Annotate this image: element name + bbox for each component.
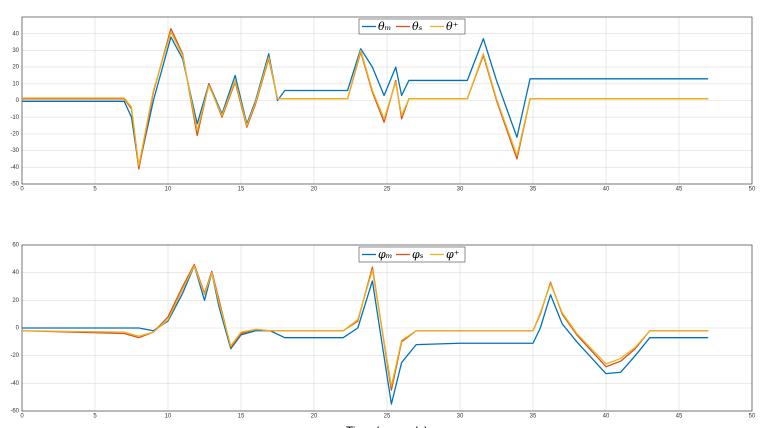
x-tick-label: 40: [603, 187, 610, 193]
y-tick-label: -20: [10, 131, 19, 137]
x-tick-label: 30: [457, 187, 464, 193]
x-tick-label: 30: [457, 414, 464, 420]
data-line: [22, 31, 709, 167]
legend: φₘ φₛ φ⁺: [358, 246, 466, 263]
y-tick-label: -50: [10, 182, 19, 188]
x-tick-label: 25: [384, 414, 391, 420]
x-tick-label: 15: [238, 414, 245, 420]
y-tick-label: -20: [10, 353, 19, 359]
y-tick-label: 40: [12, 270, 19, 276]
y-tick-label: -40: [10, 381, 19, 387]
x-axis-label: Time (seconds): [346, 424, 428, 428]
axes-box: [21, 16, 753, 185]
x-tick-label: 10: [165, 414, 172, 420]
legend-label: θₘ: [378, 20, 391, 33]
y-tick-label: -10: [10, 115, 19, 121]
x-tick-label: 5: [93, 414, 97, 420]
y-tick-label: 0: [16, 326, 20, 332]
x-tick-label: 10: [165, 187, 172, 193]
y-tick-label: 20: [12, 298, 19, 304]
legend-box: [358, 246, 466, 263]
x-tick-label: 20: [311, 187, 318, 193]
x-tick-label: 45: [676, 187, 683, 193]
x-tick-label: 0: [20, 187, 24, 193]
y-tick-label: 40: [12, 31, 19, 37]
legend-label: φₛ: [412, 248, 424, 261]
y-tick-label: 60: [12, 243, 19, 249]
x-tick-label: 0: [20, 414, 24, 420]
legend: θₘ θₛ θ⁺: [358, 18, 466, 35]
subplot: -60 -40 -20 0 20 40 60 0 5 10 15 20 25 30 35 40 45 50 φₘ φₛ…: [10, 243, 756, 428]
y-tick-label: -30: [10, 148, 19, 154]
y-tick-label: 0: [16, 98, 20, 104]
x-tick-label: 25: [384, 187, 391, 193]
legend-box: [358, 18, 466, 35]
data-line: [21, 265, 709, 387]
x-tick-label: 15: [238, 187, 245, 193]
data-line: [22, 36, 709, 168]
y-tick-label: 10: [12, 81, 19, 87]
subplot: -50 -40 -30 -20 -10 0 10 20 30 40 0 5 10 15 20 25 30 35 40…: [10, 16, 756, 193]
legend-label: θ⁺: [446, 20, 459, 33]
y-tick-label: 30: [12, 48, 19, 54]
x-tick-label: 35: [530, 414, 537, 420]
legend-label: θₛ: [412, 20, 423, 33]
x-tick-label: 50: [749, 187, 756, 193]
data-line: [22, 265, 709, 405]
legend-label: φ⁺: [446, 248, 460, 261]
x-tick-label: 40: [603, 414, 610, 420]
x-tick-label: 35: [530, 187, 537, 193]
x-tick-label: 45: [676, 414, 683, 420]
x-tick-label: 5: [93, 187, 97, 193]
x-tick-label: 20: [311, 414, 318, 420]
y-tick-label: -60: [10, 409, 19, 415]
y-tick-label: -40: [10, 165, 19, 171]
x-tick-label: 50: [749, 414, 756, 420]
y-tick-label: 20: [12, 65, 19, 71]
legend-label: φₘ: [378, 248, 392, 261]
